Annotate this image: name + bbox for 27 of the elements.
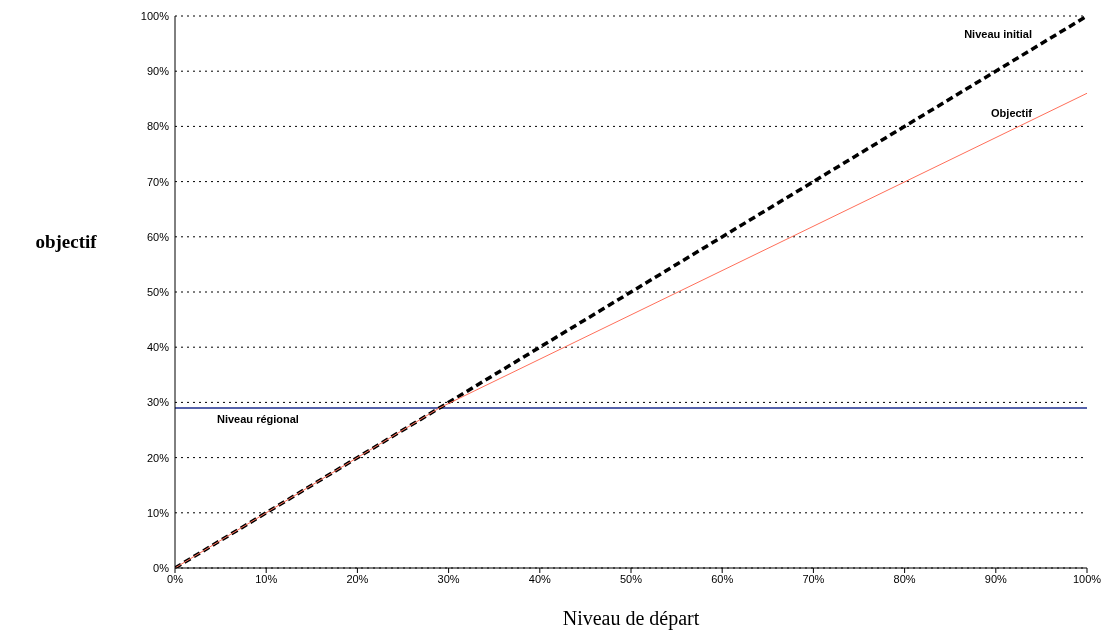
y-tick-label: 50% (146, 285, 170, 298)
x-tick-label: 100% (1072, 572, 1101, 585)
x-axis-title: Niveau de départ (562, 607, 700, 630)
x-tick-label: 60% (711, 572, 734, 585)
y-tick-label: 40% (146, 341, 170, 354)
y-tick-label: 90% (146, 65, 170, 78)
y-tick-label: 100% (140, 9, 170, 22)
y-tick-label: 80% (146, 120, 170, 133)
x-tick-label: 50% (619, 572, 643, 585)
x-tick-label: 10% (255, 572, 278, 585)
y-tick-label: 10% (146, 506, 170, 519)
y-tick-label: 30% (146, 396, 170, 409)
x-tick-label: 70% (802, 572, 825, 585)
y-tick-label: 20% (146, 451, 170, 464)
y-tick-label: 60% (146, 230, 170, 243)
x-tick-label: 80% (893, 572, 916, 585)
x-tick-label: 90% (984, 572, 1008, 585)
x-tick-label: 30% (437, 572, 460, 585)
series-label: Niveau initial (964, 28, 1032, 40)
y-tick-label: 70% (146, 175, 170, 188)
x-tick-label: 40% (528, 572, 552, 585)
ref-line-label: Niveau régional (217, 412, 299, 425)
x-tick-label: 0% (167, 572, 184, 585)
y-tick-label: 0% (153, 561, 170, 574)
y-axis-title: objectif (35, 230, 98, 252)
series-label: Objectif (991, 107, 1033, 120)
x-tick-label: 20% (346, 572, 369, 585)
